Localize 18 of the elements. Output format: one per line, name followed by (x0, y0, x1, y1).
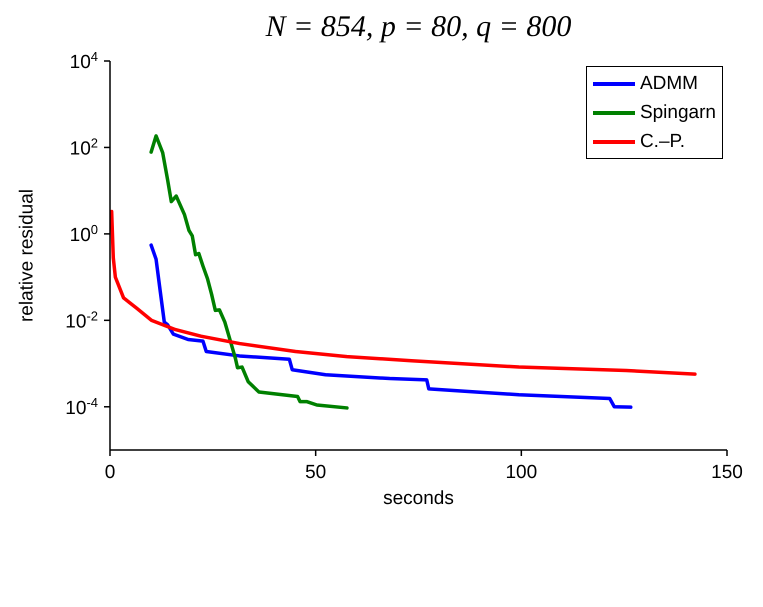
line-series (110, 210, 697, 376)
x-axis-title: seconds (383, 488, 454, 509)
y-tick-label: 10$^{2}$ (70, 134, 98, 160)
legend-label: Spingarn (640, 102, 716, 124)
y-tick-label: 10$^{4}$ (70, 48, 98, 73)
x-tick-label: 100 (505, 462, 538, 483)
x-tick-label: 0 (104, 462, 116, 483)
line-series (149, 134, 349, 410)
chart-title: N = 854, p = 80, q = 800 (264, 10, 572, 44)
legend-label: ADMM (640, 72, 698, 94)
line-series (149, 243, 632, 409)
x-tick-label: 50 (305, 462, 326, 483)
legend-label: C.–P. (640, 130, 686, 152)
y-tick-label: 10$^{0}$ (70, 221, 98, 246)
y-tick-label: 10$^{-2}$ (65, 308, 98, 332)
y-axis-title: relative residual (16, 188, 38, 322)
y-tick-label: 10$^{-4}$ (65, 394, 98, 419)
x-tick-label: 150 (711, 462, 743, 483)
